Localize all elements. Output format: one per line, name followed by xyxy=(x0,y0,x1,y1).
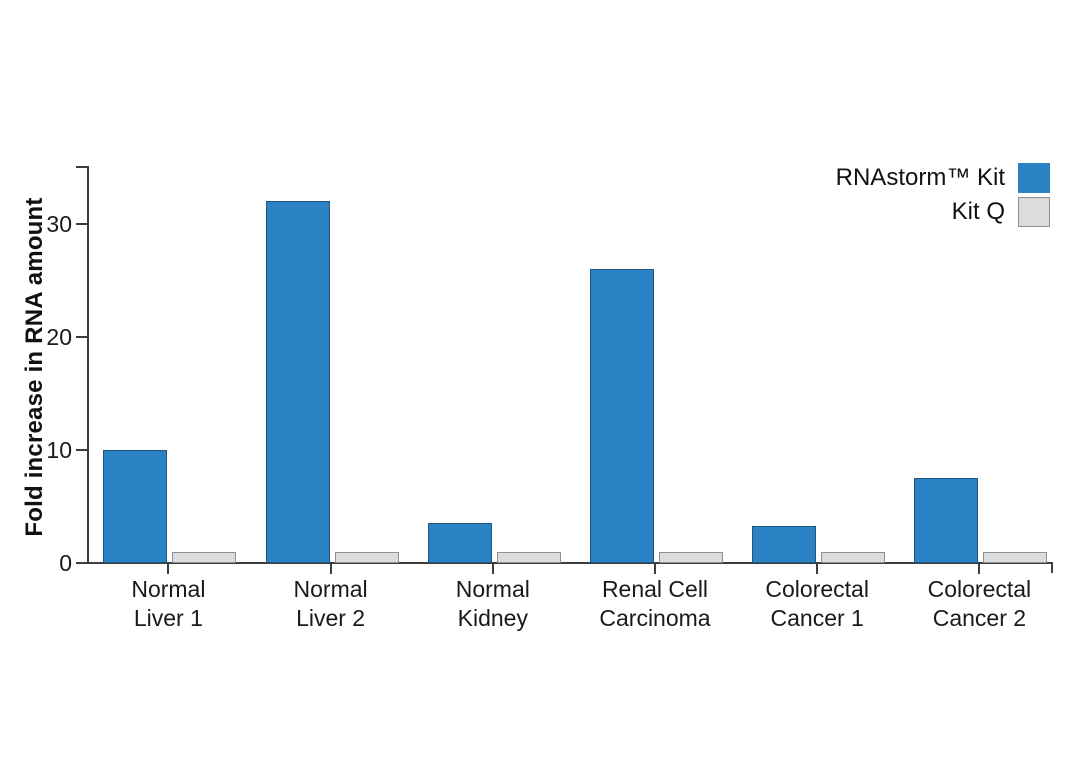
bar-kit-q-colorectal-cancer-2 xyxy=(983,551,1048,563)
legend-label-kit-q: Kit Q xyxy=(951,198,1005,225)
y-tick-mark-20 xyxy=(76,335,88,338)
y-tick-mark-0 xyxy=(76,562,88,564)
y-tick-label-0: 0 xyxy=(59,550,72,576)
y-tick-label-20: 20 xyxy=(46,323,72,350)
bar-kit-q-colorectal-cancer-1 xyxy=(821,551,886,563)
x-label-colorectal-cancer-1: Colorectal Cancer 1 xyxy=(765,576,869,631)
y-tick-label-10: 10 xyxy=(46,436,72,463)
bar-rnastorm-colorectal-cancer-1 xyxy=(752,525,817,563)
x-tick-mark-colorectal-cancer-2 xyxy=(978,564,981,574)
x-tick-mark-normal-kidney xyxy=(491,564,494,574)
bar-rnastorm-normal-kidney xyxy=(427,523,492,563)
bar-kit-q-normal-liver-2 xyxy=(334,551,399,563)
y-axis-line xyxy=(87,166,89,564)
bar-kit-q-normal-liver-1 xyxy=(172,551,237,563)
x-label-colorectal-cancer-2: Colorectal Cancer 2 xyxy=(927,576,1032,631)
bar-rnastorm-colorectal-cancer-2 xyxy=(914,478,979,563)
x-axis-end-cap xyxy=(1051,562,1053,573)
legend-item-kit-q: Kit Q xyxy=(836,197,1050,227)
x-tick-mark-renal-cell-carcinoma xyxy=(654,564,656,574)
x-label-renal-cell-carcinoma: Renal Cell Carcinoma xyxy=(599,576,711,631)
legend: RNAstorm™ Kit Kit Q xyxy=(836,163,1050,231)
y-tick-label-30: 30 xyxy=(46,210,72,237)
bar-rnastorm-normal-liver-2 xyxy=(265,200,330,563)
bar-rnastorm-normal-liver-1 xyxy=(103,449,168,563)
x-label-normal-liver-1: Normal Liver 1 xyxy=(131,576,206,631)
y-tick-mark-30 xyxy=(76,222,88,225)
legend-item-rnastorm-kit: RNAstorm™ Kit xyxy=(836,163,1050,193)
x-label-normal-liver-2: Normal Liver 2 xyxy=(293,576,368,631)
y-axis-end-cap xyxy=(76,166,89,168)
x-axis-line xyxy=(87,562,1053,564)
legend-swatch-blue xyxy=(1018,163,1050,193)
x-tick-mark-normal-liver-2 xyxy=(329,564,332,574)
y-tick-mark-10 xyxy=(76,448,88,451)
bar-kit-q-normal-kidney xyxy=(496,551,561,563)
bar-rnastorm-renal-cell-carcinoma xyxy=(590,268,654,563)
x-tick-mark-normal-liver-1 xyxy=(167,564,170,574)
x-tick-mark-colorectal-cancer-1 xyxy=(816,564,819,574)
legend-label-rnastorm-kit: RNAstorm™ Kit xyxy=(835,164,1005,191)
legend-swatch-gray xyxy=(1018,197,1050,227)
x-label-normal-kidney: Normal Kidney xyxy=(455,576,530,631)
bar-kit-q-renal-cell-carcinoma xyxy=(659,551,723,563)
